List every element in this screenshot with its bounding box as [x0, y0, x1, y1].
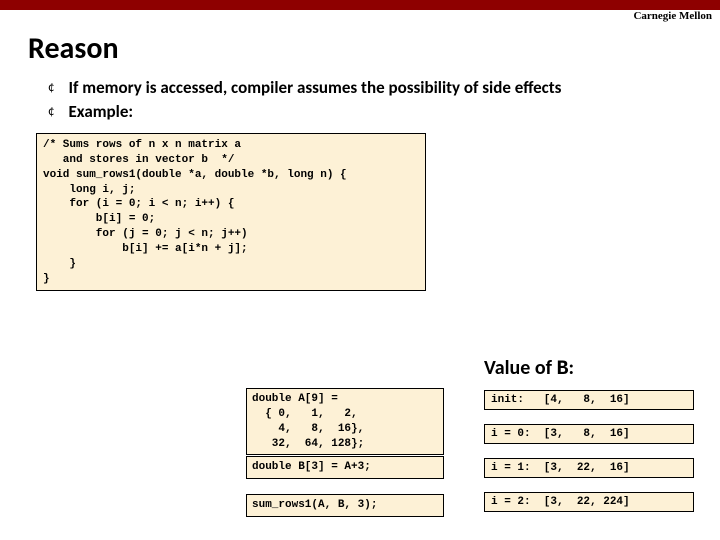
- value-prefix: Value of: [484, 356, 556, 380]
- trace-row: i = 2: [3, 22, 224]: [484, 492, 694, 512]
- bullet-marker-icon: ¢: [48, 101, 54, 123]
- bullet-text: If memory is accessed, compiler assumes …: [68, 77, 561, 99]
- trace-row: i = 1: [3, 22, 16]: [484, 458, 694, 478]
- page-title: Reason: [28, 30, 720, 67]
- code-block-b-decl: double B[3] = A+3;: [246, 456, 444, 479]
- bullet-item: ¢ If memory is accessed, compiler assume…: [48, 77, 680, 99]
- code-block-a-decl: double A[9] = { 0, 1, 2, 4, 8, 16}, 32, …: [246, 388, 444, 455]
- header-bar: [0, 0, 720, 10]
- bullet-marker-icon: ¢: [48, 77, 54, 99]
- code-block-main: /* Sums rows of n x n matrix a and store…: [36, 133, 426, 291]
- trace-row: init: [4, 8, 16]: [484, 390, 694, 410]
- bullet-text: Example:: [68, 101, 133, 123]
- bullet-list: ¢ If memory is accessed, compiler assume…: [48, 77, 680, 123]
- code-block-call: sum_rows1(A, B, 3);: [246, 494, 444, 517]
- trace-row: i = 0: [3, 8, 16]: [484, 424, 694, 444]
- value-of-b-label: Value of B:: [484, 356, 574, 381]
- bullet-item: ¢ Example:: [48, 101, 680, 123]
- org-label: Carnegie Mellon: [633, 10, 712, 22]
- value-symbol: B: [556, 358, 568, 381]
- value-suffix: :: [568, 356, 574, 380]
